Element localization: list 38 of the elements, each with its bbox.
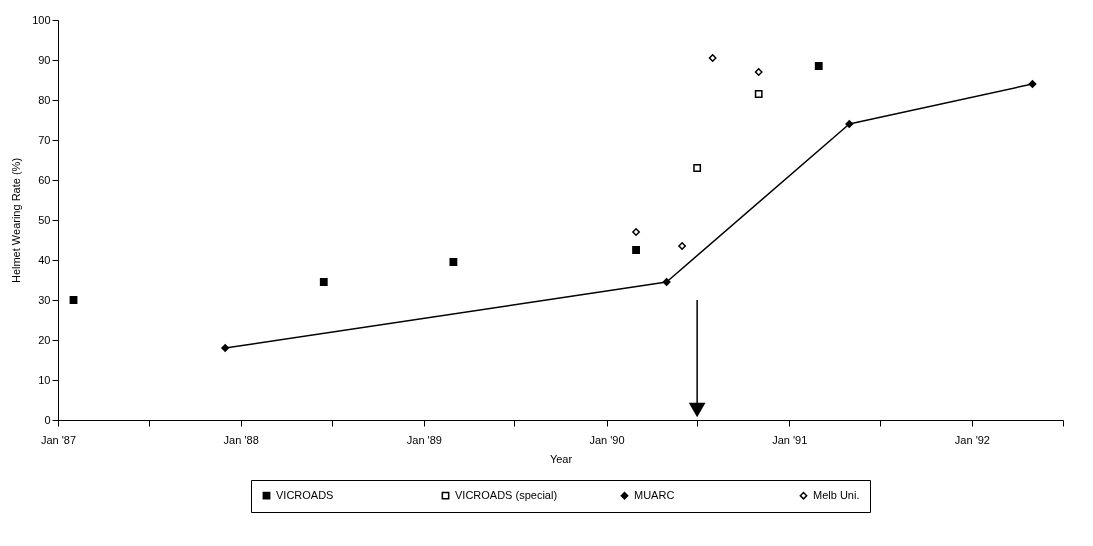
y-tick-label: 90 xyxy=(38,53,51,66)
y-tick-label: 50 xyxy=(38,213,51,226)
point xyxy=(632,246,640,254)
x-axis-title: Year xyxy=(549,452,573,465)
x-tick-label: Jan '92 xyxy=(954,433,990,446)
point xyxy=(678,242,687,250)
x-tick-label: Jan '88 xyxy=(223,433,259,446)
x-tick-label: Jan '91 xyxy=(772,433,808,446)
y-tick-label: 20 xyxy=(38,333,51,346)
legend-label: MUARC xyxy=(634,488,675,501)
point xyxy=(754,68,763,76)
point xyxy=(632,228,640,236)
legend-label: VICROADS xyxy=(276,488,334,501)
y-tick-label: 60 xyxy=(38,173,51,186)
point xyxy=(845,120,854,128)
y-tick-label: 30 xyxy=(38,293,51,306)
y-tick-label: 10 xyxy=(38,373,51,386)
point xyxy=(693,164,702,172)
y-tick-label: 40 xyxy=(38,253,51,266)
point xyxy=(754,90,763,98)
legend-label: Melb Uni. xyxy=(813,488,860,501)
x-tick-label: Jan '87 xyxy=(40,433,77,446)
point xyxy=(319,278,328,286)
point xyxy=(221,344,230,352)
point xyxy=(814,62,823,70)
y-tick-label: 70 xyxy=(38,133,51,146)
point xyxy=(662,278,671,286)
point xyxy=(1028,80,1037,88)
y-tick-label: 80 xyxy=(38,93,51,106)
point xyxy=(708,54,717,62)
x-tick-label: Jan '90 xyxy=(589,433,625,446)
y-tick-label: 100 xyxy=(32,13,51,26)
x-tick-label: Jan '89 xyxy=(406,433,442,446)
y-axis-title: Helmet Wearing Rate (%) xyxy=(10,157,23,284)
y-tick-label: 0 xyxy=(44,413,51,426)
point xyxy=(69,296,78,304)
legend-label: VICROADS (special) xyxy=(455,488,558,501)
point xyxy=(449,258,458,266)
